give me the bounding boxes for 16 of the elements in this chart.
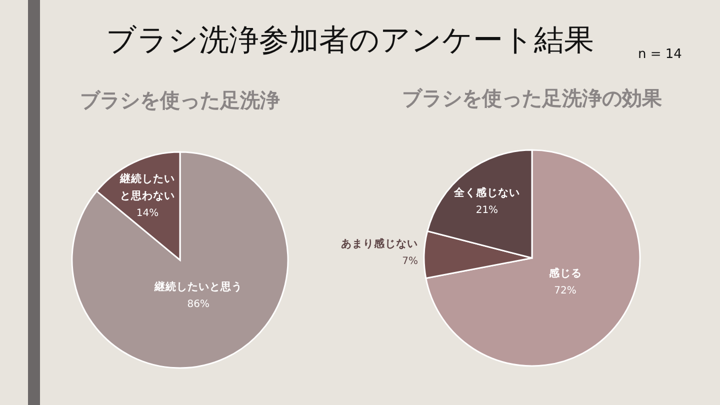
chart-title: ブラシを使った足洗浄 [80, 88, 280, 112]
data-label: 14% [136, 208, 159, 219]
text: n = 14 [638, 47, 682, 62]
data-label: 86% [187, 299, 210, 310]
slice-label: 全く感じない [452, 186, 520, 200]
pie-slice [71, 151, 289, 369]
data-label: 72% [554, 286, 576, 297]
data-label: 7% [402, 256, 418, 267]
data-label: 21% [476, 205, 498, 216]
pie-slice [425, 149, 641, 367]
slice-label: 継続したいと思わない [118, 172, 175, 202]
chart-title: ブラシを使った足洗浄の効果 [402, 86, 663, 110]
slice-label: あまり感じない [341, 236, 418, 250]
slice-label: 継続したいと思う [153, 280, 242, 294]
text: ブラシ洗浄参加者のアンケート結果 [106, 23, 594, 58]
slice-label: 感じる [548, 266, 582, 280]
